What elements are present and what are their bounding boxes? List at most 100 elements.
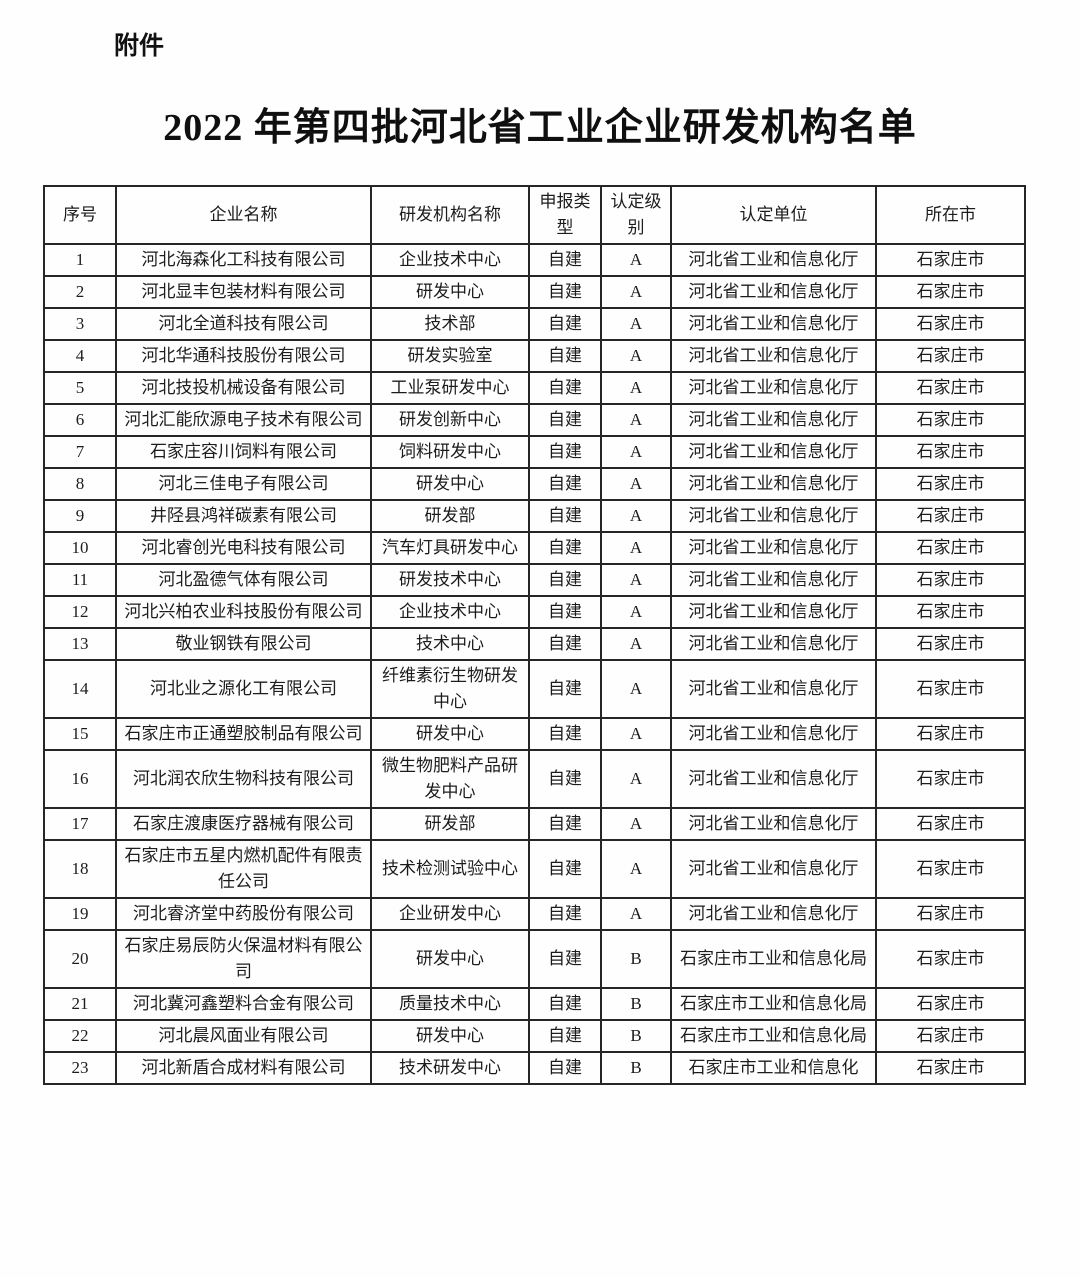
cell-level: B: [600, 987, 672, 1021]
cell-type: 自建: [528, 339, 602, 373]
cell-city: 石家庄市: [875, 467, 1026, 501]
cell-center: 纤维素衍生物研发中心: [370, 659, 530, 719]
cell-type: 自建: [528, 1019, 602, 1053]
cell-company: 河北显丰包装材料有限公司: [115, 275, 372, 309]
cell-authority: 石家庄市工业和信息化局: [670, 929, 877, 989]
cell-level: A: [600, 499, 672, 533]
cell-type: 自建: [528, 275, 602, 309]
cell-no: 2: [43, 275, 117, 309]
cell-center: 微生物肥料产品研发中心: [370, 749, 530, 809]
cell-center: 研发技术中心: [370, 563, 530, 597]
cell-authority: 河北省工业和信息化厅: [670, 807, 877, 841]
table-row: 13 敬业钢铁有限公司 技术中心 自建 A 河北省工业和信息化厅 石家庄市: [43, 627, 1026, 661]
table-row: 1 河北海森化工科技有限公司 企业技术中心 自建 A 河北省工业和信息化厅 石家庄市: [43, 243, 1026, 277]
table-row: 14 河北业之源化工有限公司 纤维素衍生物研发中心 自建 A 河北省工业和信息化厅 石家庄市: [43, 659, 1026, 719]
cell-city: 石家庄市: [875, 307, 1026, 341]
cell-city: 石家庄市: [875, 659, 1026, 719]
cell-city: 石家庄市: [875, 717, 1026, 751]
cell-authority: 河北省工业和信息化厅: [670, 659, 877, 719]
cell-authority: 石家庄市工业和信息化局: [670, 987, 877, 1021]
cell-authority: 河北省工业和信息化厅: [670, 243, 877, 277]
cell-authority: 石家庄市工业和信息化: [670, 1051, 877, 1085]
cell-company: 河北晨风面业有限公司: [115, 1019, 372, 1053]
cell-level: A: [600, 371, 672, 405]
attachment-label: 附件: [114, 32, 165, 60]
cell-type: 自建: [528, 839, 602, 899]
cell-company: 河北兴柏农业科技股份有限公司: [115, 595, 372, 629]
cell-type: 自建: [528, 897, 602, 931]
cell-level: A: [600, 435, 672, 469]
cell-level: A: [600, 717, 672, 751]
cell-center: 研发中心: [370, 717, 530, 751]
cell-company: 石家庄市五星内燃机配件有限责任公司: [115, 839, 372, 899]
cell-company: 井陉县鸿祥碳素有限公司: [115, 499, 372, 533]
cell-no: 13: [43, 627, 117, 661]
table-row: 23 河北新盾合成材料有限公司 技术研发中心 自建 B 石家庄市工业和信息化 石家庄市: [43, 1051, 1026, 1085]
cell-company: 石家庄容川饲料有限公司: [115, 435, 372, 469]
cell-level: A: [600, 749, 672, 809]
cell-city: 石家庄市: [875, 595, 1026, 629]
cell-company: 河北三佳电子有限公司: [115, 467, 372, 501]
cell-company: 石家庄渡康医疗器械有限公司: [115, 807, 372, 841]
table-row: 9 井陉县鸿祥碳素有限公司 研发部 自建 A 河北省工业和信息化厅 石家庄市: [43, 499, 1026, 533]
cell-no: 23: [43, 1051, 117, 1085]
cell-type: 自建: [528, 243, 602, 277]
cell-authority: 石家庄市工业和信息化局: [670, 1019, 877, 1053]
cell-no: 16: [43, 749, 117, 809]
cell-no: 1: [43, 243, 117, 277]
cell-center: 工业泵研发中心: [370, 371, 530, 405]
cell-city: 石家庄市: [875, 807, 1026, 841]
cell-company: 敬业钢铁有限公司: [115, 627, 372, 661]
cell-type: 自建: [528, 929, 602, 989]
cell-center: 研发创新中心: [370, 403, 530, 437]
cell-type: 自建: [528, 499, 602, 533]
cell-type: 自建: [528, 531, 602, 565]
cell-type: 自建: [528, 595, 602, 629]
cell-no: 17: [43, 807, 117, 841]
cell-city: 石家庄市: [875, 371, 1026, 405]
table-row: 6 河北汇能欣源电子技术有限公司 研发创新中心 自建 A 河北省工业和信息化厅 石家庄市: [43, 403, 1026, 437]
cell-authority: 河北省工业和信息化厅: [670, 531, 877, 565]
table-row: 15 石家庄市正通塑胶制品有限公司 研发中心 自建 A 河北省工业和信息化厅 石家庄市: [43, 717, 1026, 751]
cell-type: 自建: [528, 987, 602, 1021]
cell-city: 石家庄市: [875, 749, 1026, 809]
cell-authority: 河北省工业和信息化厅: [670, 839, 877, 899]
table-row: 17 石家庄渡康医疗器械有限公司 研发部 自建 A 河北省工业和信息化厅 石家庄市: [43, 807, 1026, 841]
cell-company: 河北海森化工科技有限公司: [115, 243, 372, 277]
table-row: 16 河北润农欣生物科技有限公司 微生物肥料产品研发中心 自建 A 河北省工业和信息化厅石…: [43, 749, 1026, 809]
cell-authority: 河北省工业和信息化厅: [670, 467, 877, 501]
cell-city: 石家庄市: [875, 627, 1026, 661]
cell-level: B: [600, 929, 672, 989]
cell-no: 11: [43, 563, 117, 597]
column-header-level: 认定级别: [600, 185, 672, 245]
column-header-authority: 认定单位: [670, 185, 877, 245]
cell-authority: 河北省工业和信息化厅: [670, 499, 877, 533]
cell-center: 研发中心: [370, 1019, 530, 1053]
cell-level: A: [600, 897, 672, 931]
cell-city: 石家庄市: [875, 929, 1026, 989]
cell-level: B: [600, 1051, 672, 1085]
cell-center: 技术研发中心: [370, 1051, 530, 1085]
cell-type: 自建: [528, 627, 602, 661]
cell-city: 石家庄市: [875, 339, 1026, 373]
cell-authority: 河北省工业和信息化厅: [670, 307, 877, 341]
cell-level: A: [600, 243, 672, 277]
cell-type: 自建: [528, 659, 602, 719]
cell-company: 河北技投机械设备有限公司: [115, 371, 372, 405]
cell-city: 石家庄市: [875, 563, 1026, 597]
cell-center: 研发部: [370, 499, 530, 533]
document-title: 2022 年第四批河北省工业企业研发机构名单: [163, 107, 917, 149]
cell-no: 7: [43, 435, 117, 469]
cell-city: 石家庄市: [875, 499, 1026, 533]
table-row: 12 河北兴柏农业科技股份有限公司 企业技术中心 自建 A 河北省工业和信息化厅 石家庄市: [43, 595, 1026, 629]
table-row: 7 石家庄容川饲料有限公司 饲料研发中心 自建 A 河北省工业和信息化厅 石家庄市: [43, 435, 1026, 469]
cell-type: 自建: [528, 1051, 602, 1085]
cell-center: 企业研发中心: [370, 897, 530, 931]
cell-authority: 河北省工业和信息化厅: [670, 749, 877, 809]
cell-company: 河北华通科技股份有限公司: [115, 339, 372, 373]
cell-authority: 河北省工业和信息化厅: [670, 339, 877, 373]
cell-city: 石家庄市: [875, 403, 1026, 437]
cell-type: 自建: [528, 717, 602, 751]
cell-center: 质量技术中心: [370, 987, 530, 1021]
cell-city: 石家庄市: [875, 839, 1026, 899]
